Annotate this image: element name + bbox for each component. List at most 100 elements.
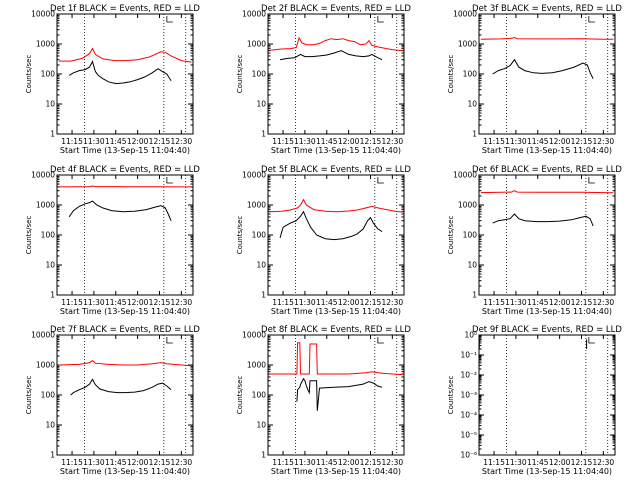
marker-bracket bbox=[377, 177, 384, 184]
y-tick-label: 10⁻⁶ bbox=[460, 451, 477, 460]
events-series-line bbox=[68, 200, 172, 221]
y-tick-label: 1000 bbox=[36, 40, 55, 49]
plot-frame bbox=[478, 174, 616, 296]
x-tick-label: 12:30 bbox=[382, 458, 404, 467]
x-tick-label: 12:00 bbox=[338, 458, 360, 467]
x-tick-label: 11:45 bbox=[316, 458, 338, 467]
y-tick-label: 1 bbox=[472, 130, 477, 139]
x-tick-label: 12:00 bbox=[549, 137, 571, 146]
x-axis-label: Start Time (13-Sep-15 11:04:40) bbox=[271, 146, 401, 155]
x-axis-label: Start Time (13-Sep-15 11:04:40) bbox=[60, 307, 190, 316]
chart-title: Det 9f BLACK = Events, RED = LLD bbox=[472, 325, 622, 335]
y-tick-label: 10000 bbox=[31, 171, 55, 180]
y-axis-label: Counts/sec bbox=[25, 216, 33, 255]
lld-series-line bbox=[480, 36, 614, 40]
x-tick-label: 11:45 bbox=[105, 137, 127, 146]
marker-bracket bbox=[588, 177, 595, 184]
x-axis-label: Start Time (13-Sep-15 11:04:40) bbox=[271, 307, 401, 316]
y-tick-label: 10 bbox=[467, 261, 477, 270]
marker-bracket bbox=[166, 337, 173, 344]
plot-frame bbox=[56, 174, 194, 296]
x-tick-label: 12:15 bbox=[149, 137, 171, 146]
lld-series-line bbox=[58, 359, 192, 367]
x-tick-label: 11:30 bbox=[505, 458, 527, 467]
x-tick-label: 11:45 bbox=[527, 137, 549, 146]
y-tick-label: 10⁻² bbox=[460, 371, 477, 380]
x-tick-label: 12:15 bbox=[360, 298, 382, 307]
events-series-line bbox=[492, 58, 594, 79]
x-tick-label: 12:15 bbox=[571, 298, 593, 307]
y-tick-label: 10 bbox=[45, 421, 55, 430]
y-tick-label: 1000 bbox=[36, 361, 55, 370]
x-tick-label: 11:30 bbox=[83, 458, 105, 467]
y-tick-label: 1000 bbox=[458, 40, 477, 49]
x-tick-label: 11:15 bbox=[483, 458, 505, 467]
x-tick-label: 12:30 bbox=[593, 137, 615, 146]
y-axis-label: Counts/sec bbox=[236, 216, 244, 255]
plot-frame bbox=[267, 13, 405, 135]
y-tick-label: 10 bbox=[467, 100, 477, 109]
plot-frame bbox=[56, 13, 194, 135]
y-tick-label: 10000 bbox=[242, 331, 266, 340]
y-tick-label: 10⁻⁵ bbox=[460, 431, 477, 440]
y-axis-label: Counts/sec bbox=[447, 216, 455, 255]
x-tick-label: 12:30 bbox=[171, 137, 193, 146]
x-tick-label: 11:30 bbox=[83, 298, 105, 307]
y-tick-label: 1000 bbox=[247, 201, 266, 210]
x-tick-label: 12:30 bbox=[382, 137, 404, 146]
y-tick-label: 10 bbox=[256, 421, 266, 430]
y-tick-label: 1000 bbox=[247, 40, 266, 49]
x-axis-label: Start Time (13-Sep-15 11:04:40) bbox=[482, 146, 612, 155]
chart-title: Det 2f BLACK = Events, RED = LLD bbox=[261, 4, 411, 14]
x-tick-label: 12:00 bbox=[127, 298, 149, 307]
y-tick-label: 10000 bbox=[453, 10, 477, 19]
y-tick-label: 10⁻⁴ bbox=[460, 411, 477, 420]
events-series-line bbox=[279, 210, 383, 241]
y-tick-label: 1 bbox=[50, 130, 55, 139]
x-tick-label: 11:15 bbox=[483, 137, 505, 146]
x-tick-label: 12:30 bbox=[171, 298, 193, 307]
y-tick-label: 100 bbox=[252, 70, 267, 79]
chart-title: Det 8f BLACK = Events, RED = LLD bbox=[261, 325, 411, 335]
x-tick-label: 11:15 bbox=[483, 298, 505, 307]
x-tick-label: 12:00 bbox=[338, 137, 360, 146]
y-tick-label: 100 bbox=[463, 70, 478, 79]
y-tick-label: 1 bbox=[50, 451, 55, 460]
y-axis-label: Counts/sec bbox=[447, 376, 455, 415]
y-axis-label: Counts/sec bbox=[25, 55, 33, 94]
x-tick-label: 12:15 bbox=[149, 298, 171, 307]
events-series-line bbox=[70, 378, 172, 396]
x-axis-label: Start Time (13-Sep-15 11:04:40) bbox=[60, 146, 190, 155]
y-axis-label: Counts/sec bbox=[236, 376, 244, 415]
y-tick-label: 1 bbox=[50, 291, 55, 300]
x-tick-label: 12:00 bbox=[549, 458, 571, 467]
y-tick-label: 10⁻¹ bbox=[460, 351, 477, 360]
x-tick-label: 11:45 bbox=[527, 458, 549, 467]
x-tick-label: 12:15 bbox=[149, 458, 171, 467]
x-axis-label: Start Time (13-Sep-15 11:04:40) bbox=[271, 467, 401, 476]
x-tick-label: 11:45 bbox=[105, 458, 127, 467]
y-tick-label: 1 bbox=[261, 130, 266, 139]
x-tick-label: 11:45 bbox=[527, 298, 549, 307]
chart-title: Det 4f BLACK = Events, RED = LLD bbox=[50, 165, 200, 175]
x-tick-label: 11:30 bbox=[294, 137, 316, 146]
y-tick-label: 100 bbox=[252, 231, 267, 240]
y-axis-label: Counts/sec bbox=[25, 376, 33, 415]
y-tick-label: 100 bbox=[252, 391, 267, 400]
x-tick-label: 11:30 bbox=[294, 298, 316, 307]
x-axis-label: Start Time (13-Sep-15 11:04:40) bbox=[482, 467, 612, 476]
y-tick-label: 1000 bbox=[247, 361, 266, 370]
y-tick-label: 100 bbox=[41, 231, 56, 240]
marker-bracket bbox=[588, 337, 595, 344]
events-series-line bbox=[280, 50, 383, 61]
x-tick-label: 11:45 bbox=[316, 298, 338, 307]
y-tick-label: 10000 bbox=[453, 171, 477, 180]
x-tick-label: 11:15 bbox=[61, 298, 83, 307]
x-tick-label: 11:45 bbox=[105, 298, 127, 307]
